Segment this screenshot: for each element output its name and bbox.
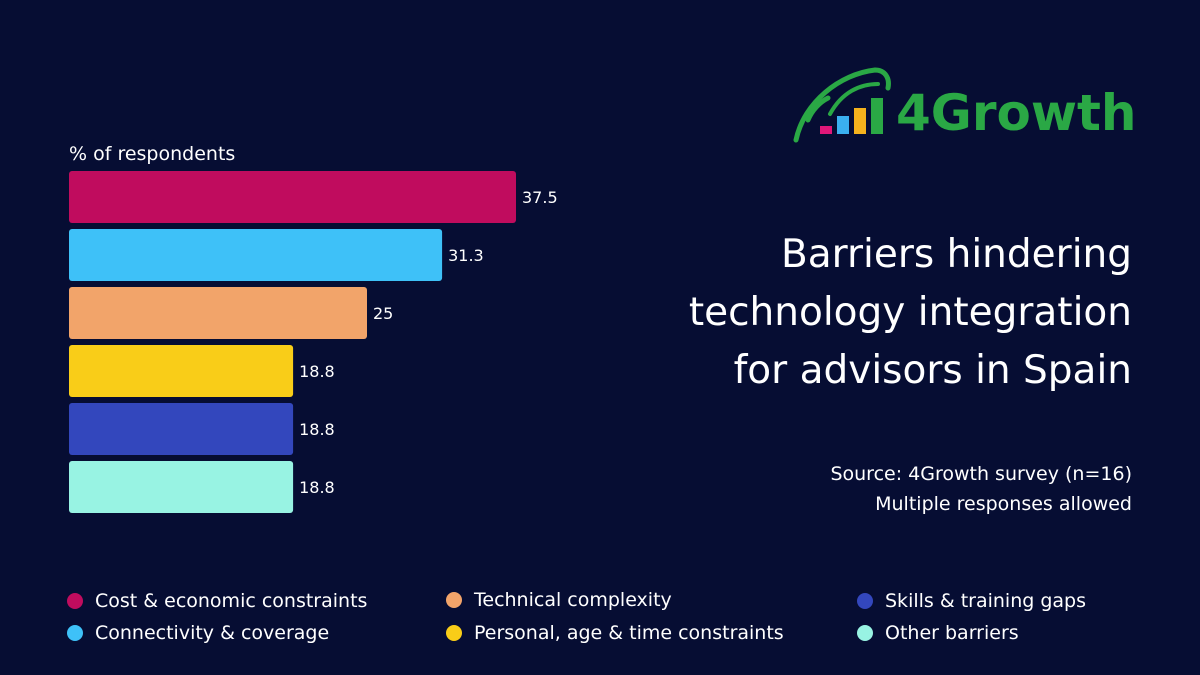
- axis-label: % of respondents: [69, 143, 235, 165]
- legend-swatch: [857, 625, 873, 641]
- legend-label: Cost & economic constraints: [95, 590, 368, 612]
- leaf-icon: [793, 67, 891, 143]
- bar-value-label: 37.5: [522, 188, 558, 207]
- bar-value-label: 18.8: [299, 420, 335, 439]
- legend-item-cost: Cost & economic constraints: [67, 590, 367, 612]
- 4growth-logo: [793, 67, 891, 143]
- bar-6: [69, 461, 294, 513]
- legend-label: Connectivity & coverage: [95, 622, 330, 644]
- legend-item-technical: Technical complexity: [446, 589, 672, 611]
- logo-bar-green: [871, 98, 883, 134]
- legend-label: Personal, age & time constraints: [474, 622, 784, 644]
- legend-item-connectivity: Connectivity & coverage: [67, 622, 329, 644]
- source-line-1: Source: 4Growth survey (n=16): [830, 463, 1132, 485]
- bar-value-label: 31.3: [448, 246, 484, 265]
- source-note: Source: 4Growth survey (n=16) Multiple r…: [712, 459, 1132, 519]
- bar-3: [69, 287, 367, 339]
- chart-title: Barriers hindering technology integratio…: [612, 226, 1132, 400]
- legend-item-skills: Skills & training gaps: [857, 590, 1086, 612]
- title-line-2: technology integration: [688, 290, 1132, 335]
- bar-5: [69, 403, 294, 455]
- legend-label: Skills & training gaps: [885, 590, 1087, 612]
- bar-value-label: 25: [373, 304, 393, 323]
- bar-value-label: 18.8: [299, 362, 335, 381]
- legend-swatch: [67, 593, 83, 609]
- bar-4: [69, 345, 294, 397]
- bar-value-label: 18.8: [299, 478, 335, 497]
- legend-swatch: [67, 625, 83, 641]
- bar-2: [69, 229, 443, 281]
- bar-1: [69, 171, 516, 223]
- title-line-1: Barriers hindering: [781, 232, 1132, 277]
- legend-item-other: Other barriers: [857, 622, 1019, 644]
- legend-swatch: [446, 592, 462, 608]
- legend-label: Technical complexity: [474, 589, 672, 611]
- title-line-3: for advisors in Spain: [733, 348, 1132, 393]
- logo-text: 4Growth: [896, 84, 1137, 142]
- legend-label: Other barriers: [885, 622, 1019, 644]
- source-line-2: Multiple responses allowed: [875, 493, 1132, 515]
- logo-bar-pink: [820, 126, 832, 134]
- logo-bar-yellow: [854, 108, 866, 134]
- legend-swatch: [446, 625, 462, 641]
- logo-bar-blue: [837, 116, 849, 134]
- legend-item-personal: Personal, age & time constraints: [446, 622, 784, 644]
- legend-swatch: [857, 593, 873, 609]
